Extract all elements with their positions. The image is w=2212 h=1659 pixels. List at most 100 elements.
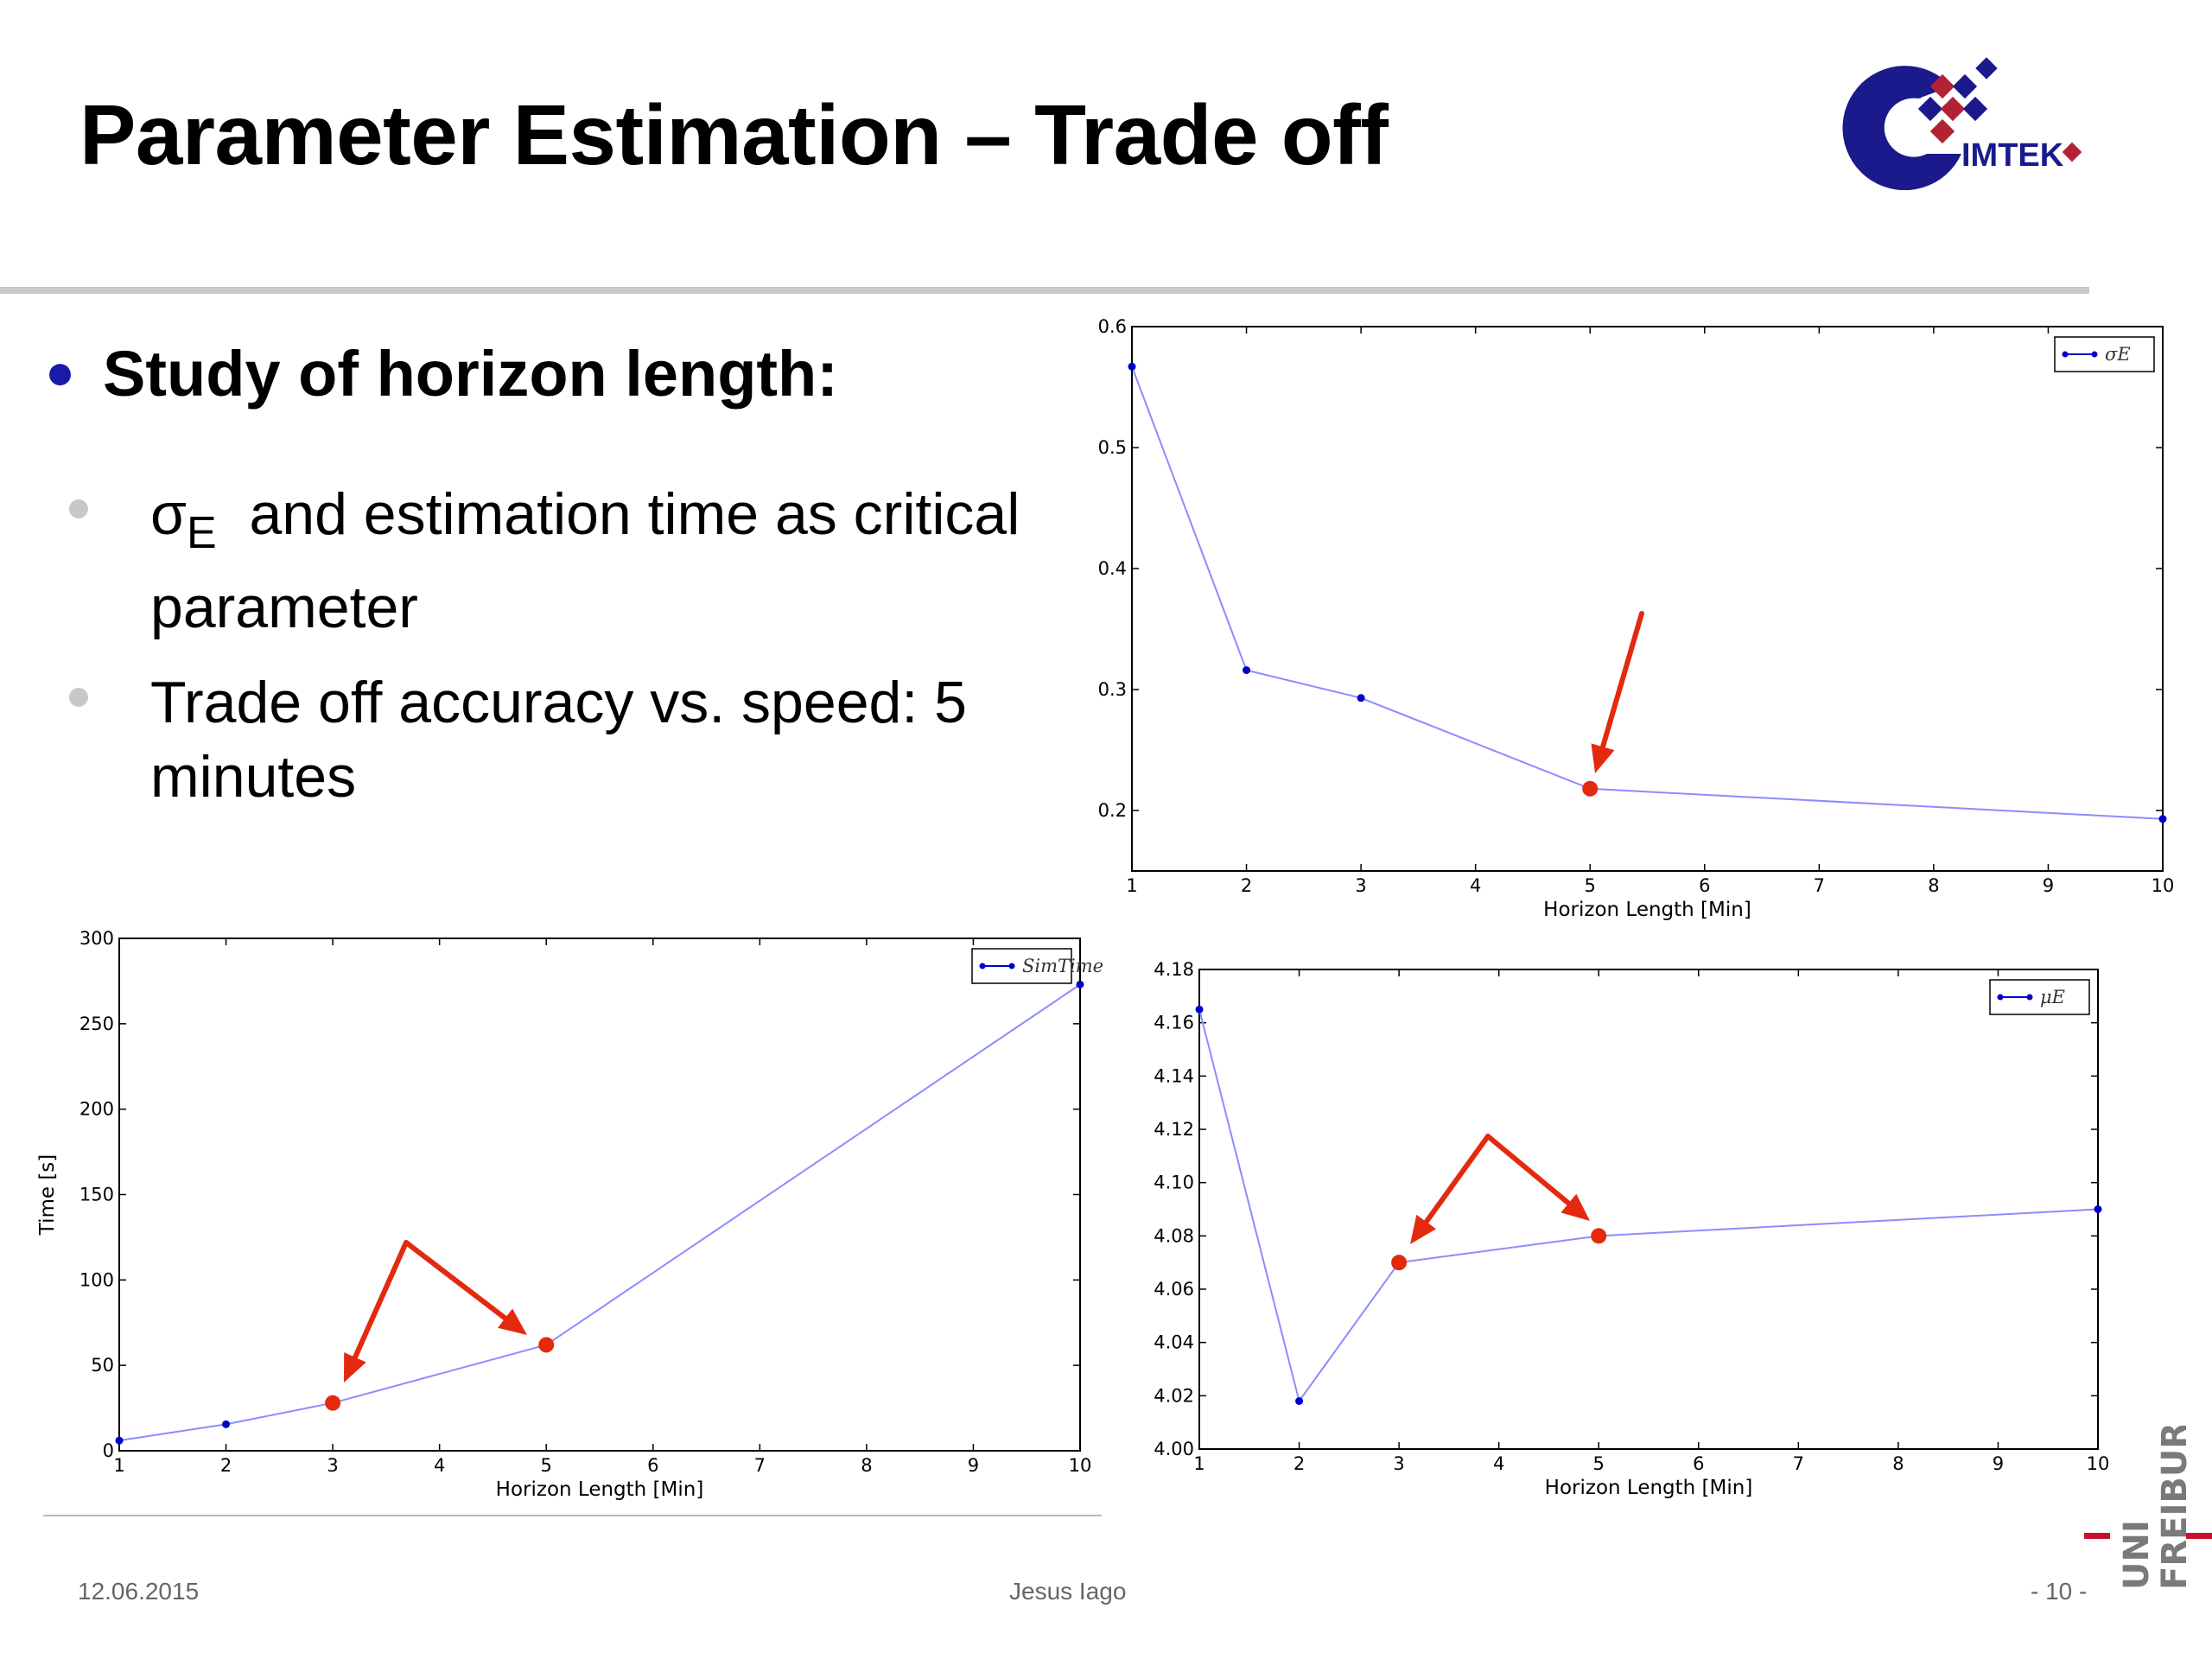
imtek-logo-text: IMTEK (1961, 137, 2064, 174)
uni-logo-top: UNI (2117, 1520, 2157, 1590)
data-point (1076, 980, 1084, 988)
highlight-point (1591, 1228, 1607, 1244)
y-tick-label: 0.2 (1098, 800, 1127, 821)
annotation-arrow (1485, 1134, 1572, 1206)
imtek-logo-diamond (1929, 73, 1955, 99)
uni-logo-red-bar (2084, 1533, 2110, 1539)
bullet-dot (69, 688, 88, 707)
x-tick-label: 1 (113, 1455, 124, 1476)
y-tick-label: 4.14 (1154, 1065, 1194, 1086)
plot-frame (1198, 969, 2099, 1450)
x-tick-label: 3 (1355, 875, 1366, 896)
chart-sigma-e: 1 2 3 4 5 6 7 8 9 10 0.2 0.3 0.4 0.5 0.6 Horizon Length… (1071, 311, 2186, 933)
slide-title: Parameter Estimation – Trade off (79, 87, 1389, 182)
highlight-point (1582, 780, 1599, 797)
x-tick-label: 4 (434, 1455, 445, 1476)
y-tick-label: 250 (79, 1014, 114, 1034)
x-tick-label: 6 (647, 1455, 658, 1476)
x-tick-label: 2 (220, 1455, 232, 1476)
chart-sigma-e-svg: 1 2 3 4 5 6 7 8 9 10 0.2 0.3 0.4 0.5 0.6 Horizon Length… (1098, 316, 2175, 921)
annotation-arrowhead (1591, 743, 1615, 773)
uni-logo-red-bar (2186, 1533, 2212, 1539)
x-tick-label: 5 (541, 1455, 552, 1476)
footer-author: Jesus Iago (1009, 1578, 1127, 1605)
x-tick-label: 1 (1126, 875, 1137, 896)
highlight-point (325, 1395, 341, 1411)
x-tick-label: 5 (1593, 1453, 1605, 1474)
chart-simtime: 1 2 3 4 5 6 7 8 9 10 0 50 100 150 200 250 300 Horizon Len… (35, 925, 1106, 1512)
x-tick-label: 9 (1993, 1453, 2004, 1474)
data-point (2094, 1205, 2102, 1213)
imtek-logo-diamond (1940, 96, 1966, 122)
legend-marker (979, 963, 986, 969)
x-tick-label: 10 (2152, 875, 2175, 896)
annotation-arrow (352, 1240, 409, 1360)
x-tick-label: 6 (1693, 1453, 1704, 1474)
imtek-logo-circle (1842, 66, 1961, 190)
chart-mu-e-svg: 1 2 3 4 5 6 7 8 9 10 4.00 4.02 4.04 4.06 4.08 4.10 4.12 4… (1154, 959, 2109, 1499)
legend-marker (1008, 963, 1015, 969)
y-tick-label: 100 (79, 1269, 114, 1290)
legend-marker (1997, 994, 2004, 1001)
footer-date: 12.06.2015 (78, 1578, 200, 1605)
y-tick-label: 4.10 (1154, 1173, 1194, 1193)
y-tick-label: 150 (79, 1185, 114, 1205)
x-tick-label: 8 (1892, 1453, 1904, 1474)
imtek-logo-diamond (2062, 142, 2082, 162)
x-axis-label: Horizon Length [Min] (1545, 1477, 1753, 1499)
x-tick-label: 8 (861, 1455, 872, 1476)
y-tick-label: 50 (91, 1355, 114, 1376)
y-tick-label: 4.08 (1154, 1225, 1194, 1246)
bullet-tradeoff: Trade off accuracy vs. speed: 5 minutes (69, 665, 1058, 814)
imtek-logo-diamond (1952, 73, 1978, 99)
bullet-sigma: σE and estimation time as critical param… (69, 477, 1058, 645)
heading-bullet: ● (45, 344, 76, 400)
y-tick-label: 4.18 (1154, 959, 1194, 980)
plot-frame (1131, 326, 2164, 872)
y-tick-label: 0 (103, 1440, 114, 1461)
legend-marker (2062, 351, 2069, 358)
y-tick-label: 300 (79, 928, 114, 949)
data-point (115, 1436, 124, 1445)
x-tick-label: 8 (1928, 875, 1939, 896)
y-tick-label: 0.6 (1098, 316, 1127, 337)
imtek-logo-diamond (1917, 96, 1943, 122)
y-tick-label: 4.02 (1154, 1385, 1194, 1406)
data-point (1295, 1397, 1304, 1405)
data-point (2158, 815, 2167, 823)
annotation-arrowhead (1410, 1214, 1437, 1244)
x-tick-label: 4 (1470, 875, 1481, 896)
plot-frame (118, 938, 1081, 1452)
data-point (1243, 666, 1251, 675)
data-point (1195, 1005, 1204, 1014)
highlight-point (1391, 1255, 1408, 1271)
y-tick-label: 4.16 (1154, 1013, 1194, 1033)
data-point (222, 1420, 231, 1428)
title-divider (0, 287, 2089, 294)
data-point (1128, 362, 1136, 371)
legend-label: μE (2040, 987, 2065, 1007)
y-tick-label: 0.5 (1098, 437, 1127, 458)
bottom-divider (43, 1515, 1102, 1516)
x-tick-label: 7 (1793, 1453, 1804, 1474)
y-tick-label: 0.3 (1098, 679, 1127, 700)
x-axis-label: Horizon Length [Min] (496, 1478, 704, 1501)
chart-mu-e: 1 2 3 4 5 6 7 8 9 10 4.00 4.02 4.04 4.06 4.08 4.10 4.12 4… (1141, 950, 2109, 1512)
imtek-logo-diamond (1929, 118, 1955, 144)
data-point (1357, 694, 1365, 702)
x-axis-label: Horizon Length [Min] (1543, 899, 1751, 921)
annotation-arrow (1599, 611, 1644, 750)
sigma-symbol: σ (150, 481, 187, 547)
y-tick-label: 4.12 (1154, 1119, 1194, 1140)
legend-label: SimTime (1022, 956, 1103, 976)
legend-marker (2026, 994, 2033, 1001)
highlight-point (538, 1337, 555, 1353)
annotation-arrow (404, 1240, 508, 1321)
x-tick-label: 6 (1699, 875, 1710, 896)
x-tick-label: 10 (1069, 1455, 1092, 1476)
bullet-dot (69, 499, 88, 518)
uni-freiburg-logo: UNI FREIBURG (2084, 1426, 2212, 1590)
imtek-logo-diamond (1907, 73, 1933, 99)
x-tick-label: 9 (2043, 875, 2054, 896)
